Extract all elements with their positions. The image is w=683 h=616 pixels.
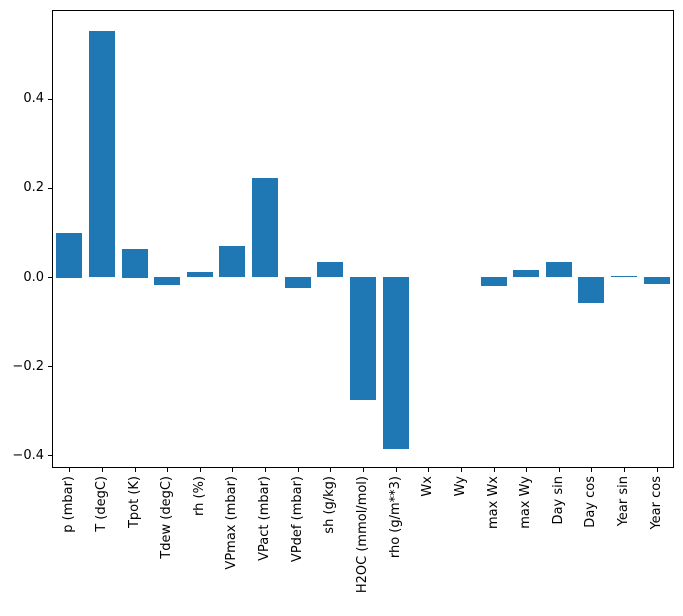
bar [317,262,343,277]
x-tick-mark [330,468,331,472]
bar [285,277,311,288]
y-tick-mark [48,99,52,100]
x-tick-label: Tpot (K) [127,476,142,529]
y-tick-mark [48,366,52,367]
x-tick-mark [167,468,168,472]
bar [383,277,409,449]
x-tick-label: VPact (mbar) [257,476,272,561]
y-tick-label: 0.0 [23,270,44,285]
x-tick-mark [657,468,658,472]
x-tick-mark [232,468,233,472]
x-tick-mark [559,468,560,472]
y-tick-label: −0.4 [12,448,44,463]
y-tick-mark [48,277,52,278]
bar [611,276,637,277]
bar [644,277,670,284]
x-tick-label: VPmax (mbar) [224,476,239,570]
bar [546,262,572,277]
x-tick-mark [526,468,527,472]
bar [56,233,82,278]
x-tick-mark [102,468,103,472]
x-tick-mark [298,468,299,472]
y-tick-mark [48,455,52,456]
y-tick-mark [48,188,52,189]
x-tick-label: Day cos [583,476,598,528]
x-tick-label: Day sin [551,476,566,525]
x-tick-label: rh (%) [192,476,207,516]
x-tick-mark [396,468,397,472]
x-tick-label: T (degC) [94,476,109,532]
x-tick-label: sh (g/kg) [322,476,337,534]
x-tick-mark [624,468,625,472]
x-tick-label: rho (g/m**3) [388,476,403,559]
x-tick-label: VPdef (mbar) [290,476,305,563]
bar [187,272,213,277]
bar [122,249,148,278]
x-tick-label: max Wx [486,476,501,530]
x-tick-label: max Wy [518,476,533,529]
bar [219,246,245,277]
x-tick-mark [494,468,495,472]
bar [513,270,539,277]
x-tick-label: Wy [453,476,468,497]
x-tick-label: Year cos [649,476,664,530]
bar [154,277,180,285]
y-tick-label: 0.4 [23,91,44,106]
x-tick-mark [461,468,462,472]
x-tick-mark [135,468,136,472]
x-tick-mark [591,468,592,472]
x-tick-mark [69,468,70,472]
x-tick-label: Wx [420,476,435,497]
bar [252,178,278,277]
bar [481,277,507,286]
y-tick-label: 0.2 [23,180,44,195]
x-tick-label: Year sin [616,476,631,527]
bar [578,277,604,303]
x-tick-mark [265,468,266,472]
x-tick-mark [428,468,429,472]
bar [89,31,115,277]
y-tick-label: −0.2 [12,359,44,374]
plot-area [52,10,674,468]
x-tick-label: Tdew (degC) [159,476,174,559]
x-tick-label: p (mbar) [61,476,76,533]
x-tick-mark [200,468,201,472]
bar [350,277,376,400]
x-tick-label: H2OC (mmol/mol) [355,476,370,594]
x-tick-mark [363,468,364,472]
